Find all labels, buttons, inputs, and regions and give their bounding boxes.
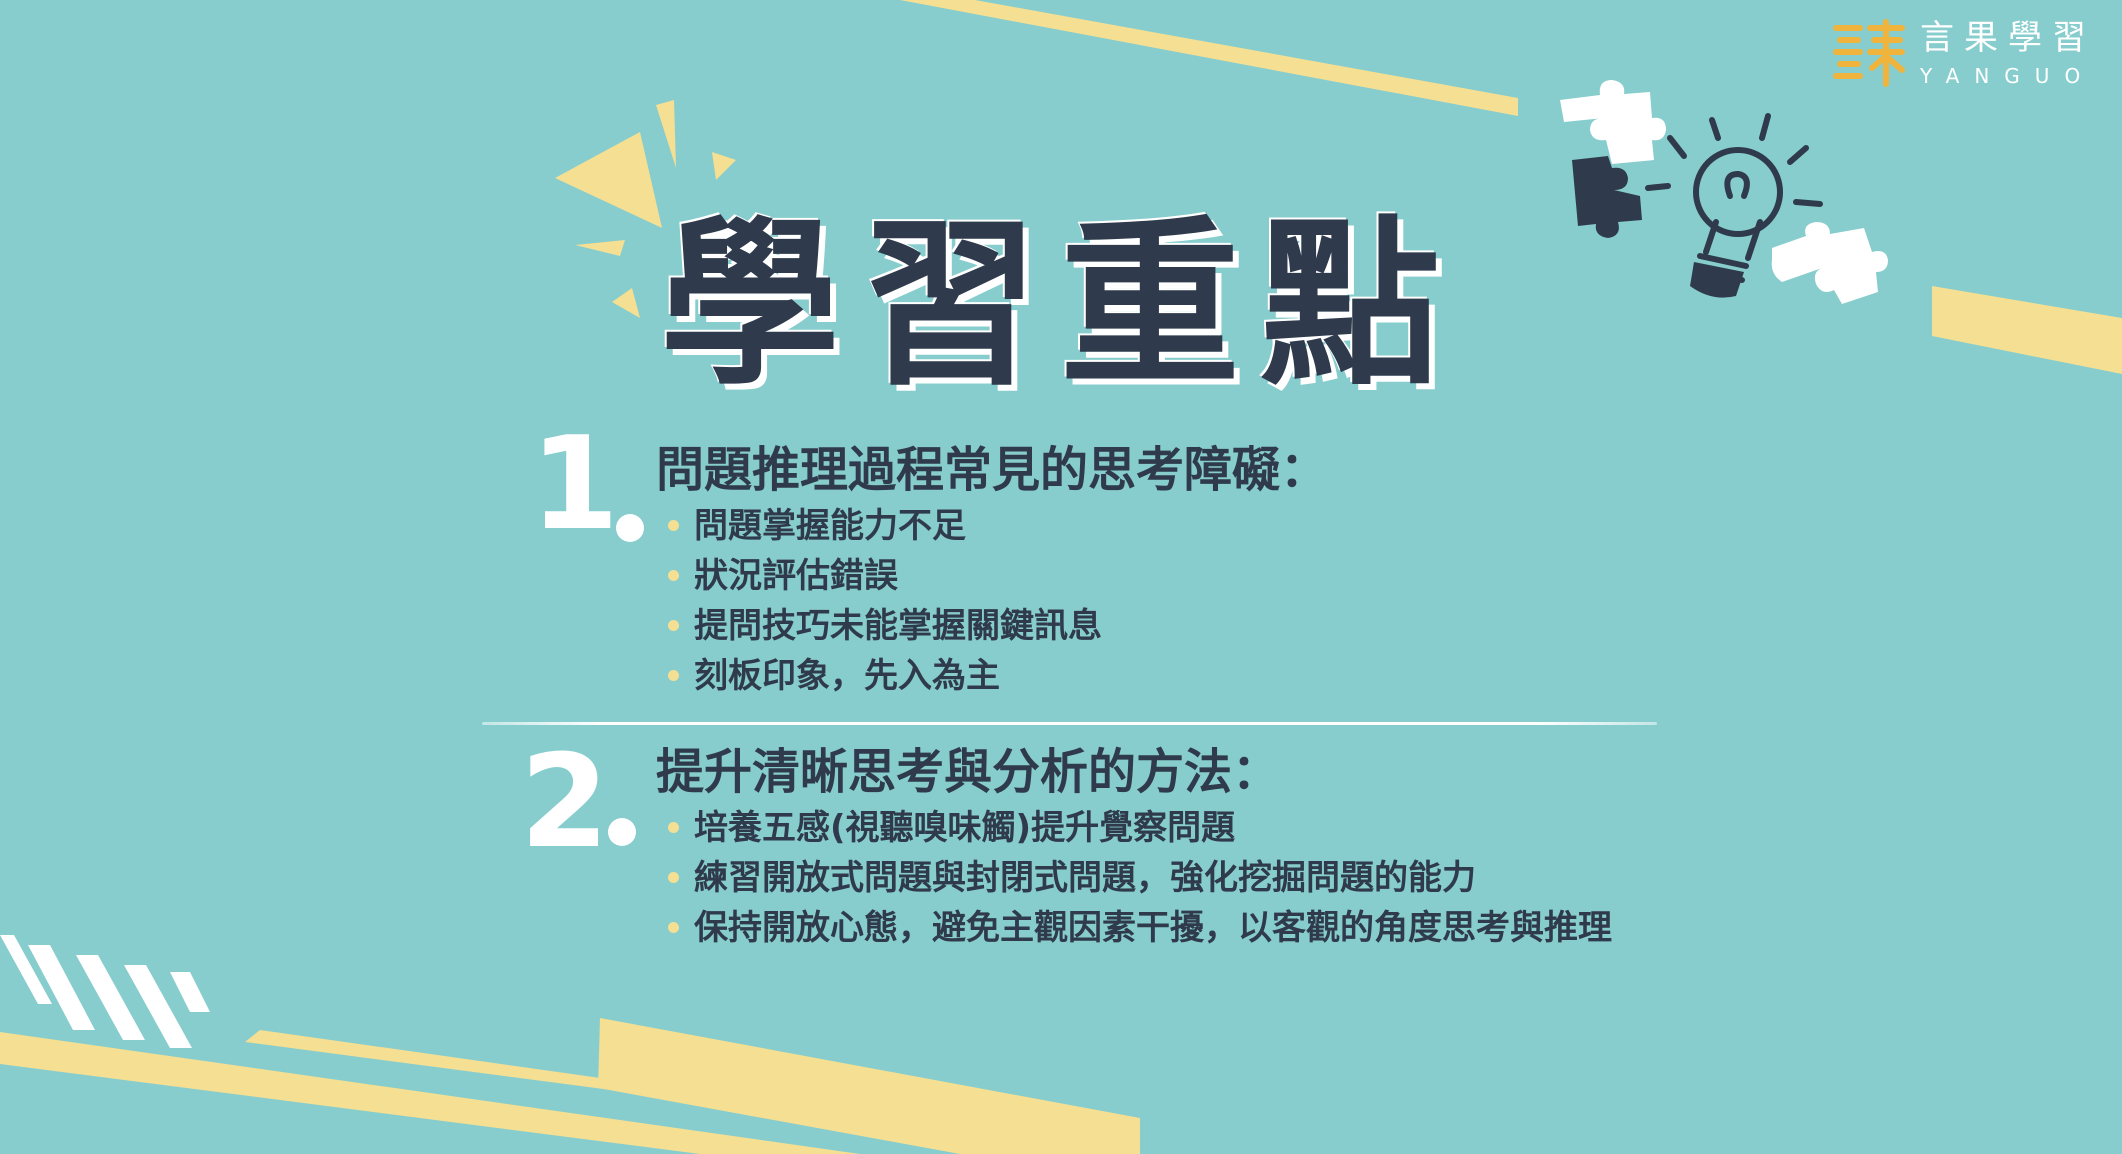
right-stripe bbox=[1932, 286, 2122, 374]
section-2-number: 2 bbox=[520, 728, 610, 877]
section-2-number-dot bbox=[608, 818, 636, 846]
list-item: 問題掌握能力不足 bbox=[668, 501, 1102, 551]
puzzle-piece-icon bbox=[1771, 222, 1888, 304]
list-item: 狀況評估錯誤 bbox=[668, 551, 1102, 601]
brand-logo: 言果學習 YANGUO bbox=[1830, 18, 2096, 90]
bottom-stripe-left bbox=[0, 1032, 860, 1154]
list-item: 保持開放心態，避免主觀因素干擾，以客觀的角度思考與推理 bbox=[668, 903, 1612, 953]
section-1-heading: 問題推理過程常見的思考障礙： bbox=[656, 442, 1329, 498]
brand-logo-icon bbox=[1833, 19, 1905, 87]
hatch-stripes bbox=[0, 935, 210, 1048]
list-item: 提問技巧未能掌握關鍵訊息 bbox=[668, 601, 1102, 651]
slide-title: 學習重點 bbox=[660, 199, 1461, 410]
light-bulb-icon bbox=[1645, 113, 1823, 283]
section-1-bullets: 問題掌握能力不足 狀況評估錯誤 提問技巧未能掌握關鍵訊息 刻板印象，先入為主 bbox=[668, 501, 1102, 701]
brand-name-cn: 言果學習 bbox=[1920, 18, 2096, 58]
list-item: 培養五感(視聽嗅味觸)提升覺察問題 bbox=[668, 803, 1612, 853]
section-2-heading: 提升清晰思考與分析的方法： bbox=[656, 744, 1281, 800]
section-1-number-dot bbox=[616, 514, 644, 542]
section-divider bbox=[482, 722, 1657, 725]
section-2-bullets: 培養五感(視聽嗅味觸)提升覺察問題 練習開放式問題與封閉式問題，強化挖掘問題的能… bbox=[668, 803, 1612, 953]
burst-rays-icon bbox=[555, 100, 736, 318]
section-1-number: 1 bbox=[530, 410, 620, 559]
light-bulb-base bbox=[1690, 262, 1744, 298]
list-item: 刻板印象，先入為主 bbox=[668, 651, 1102, 701]
brand-name-en: YANGUO bbox=[1920, 64, 2096, 88]
bottom-stripe-right bbox=[598, 1018, 1140, 1154]
list-item: 練習開放式問題與封閉式問題，強化挖掘問題的能力 bbox=[668, 853, 1612, 903]
brand-text: 言果學習 YANGUO bbox=[1920, 18, 2096, 90]
puzzle-piece-icon bbox=[1572, 156, 1642, 238]
top-diagonal-stripe bbox=[900, 0, 1518, 116]
puzzle-piece-icon bbox=[1560, 80, 1666, 164]
